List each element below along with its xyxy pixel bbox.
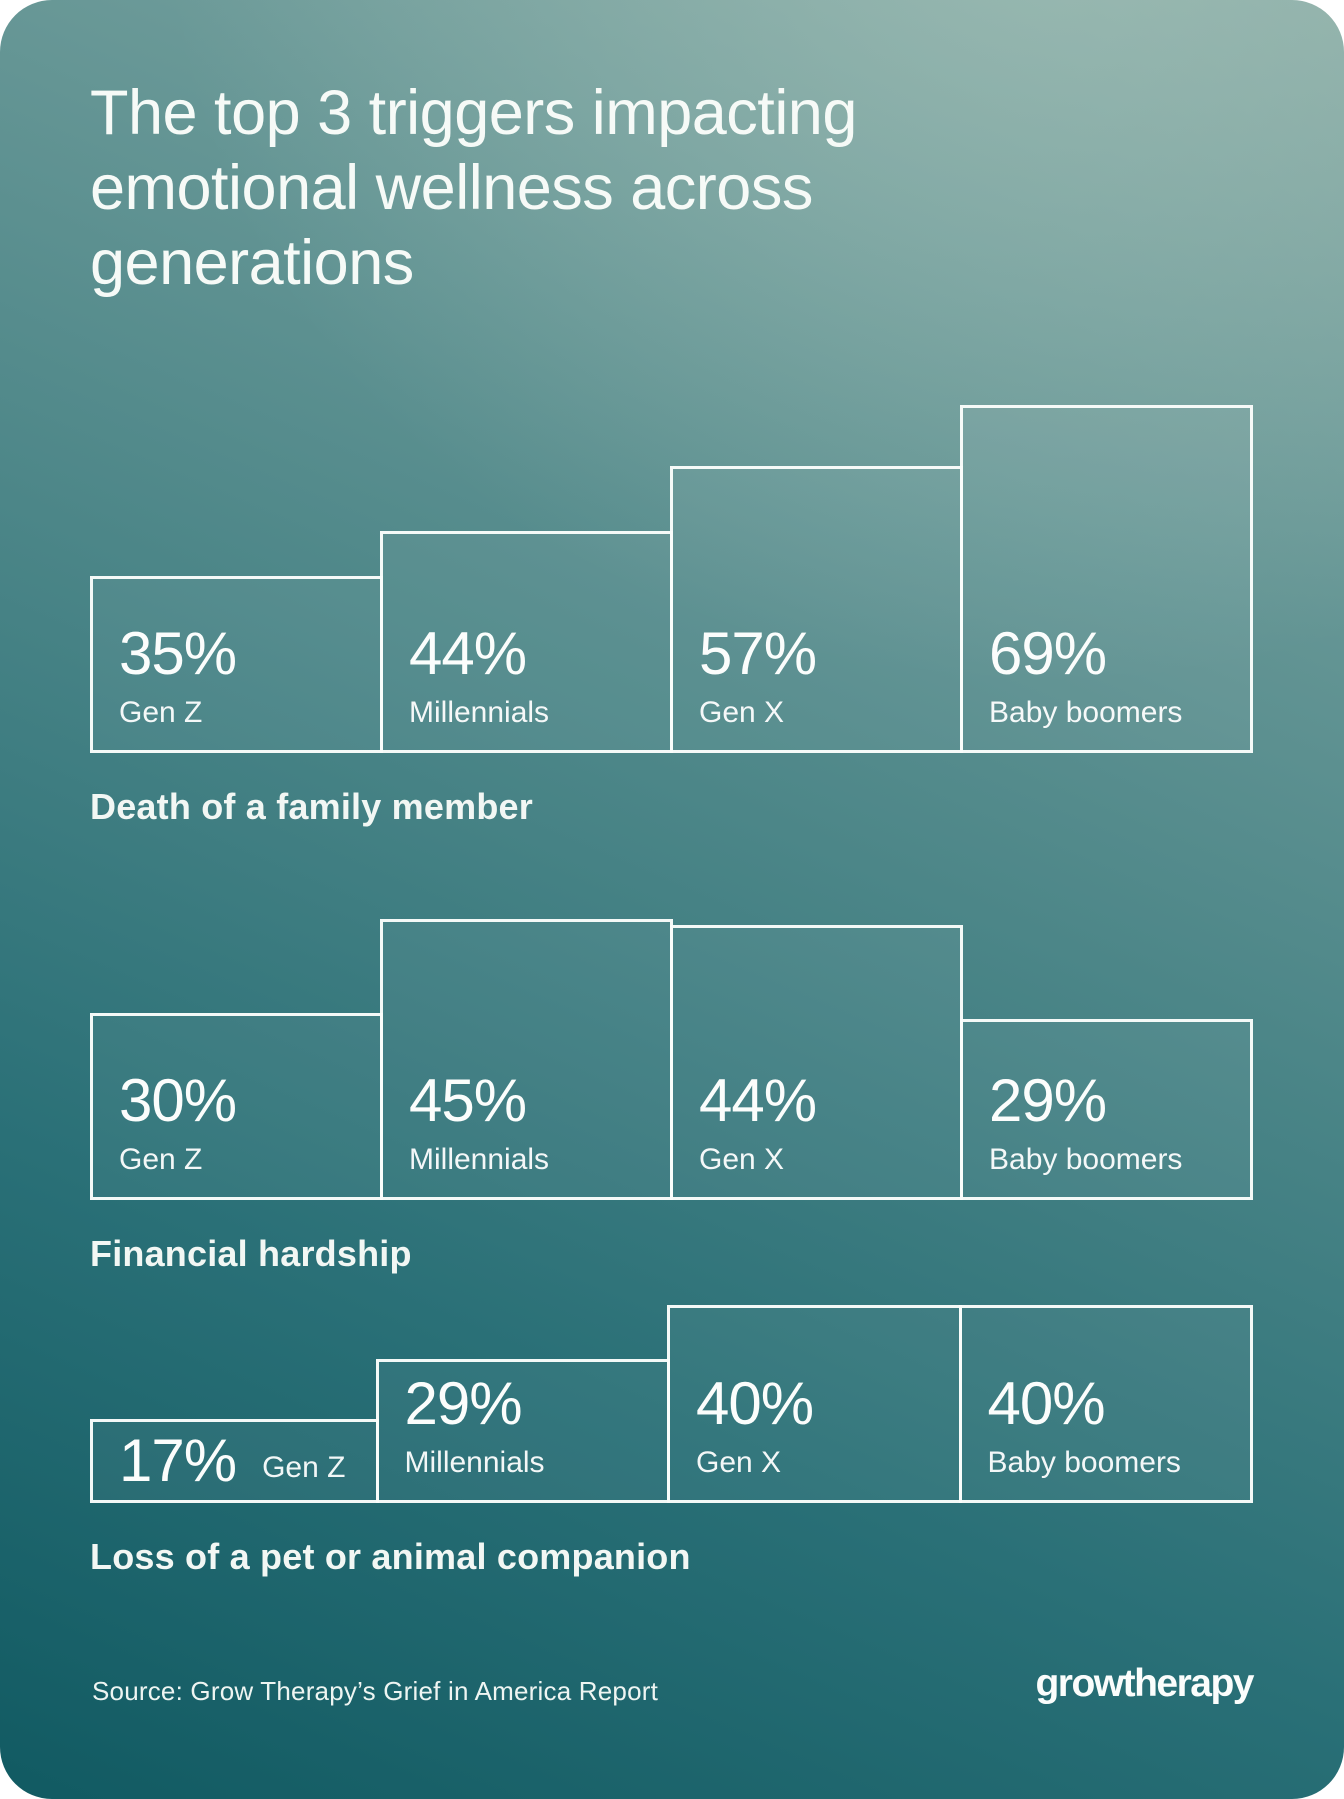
bar-baby-boomers: 40% Baby boomers bbox=[958, 1305, 1253, 1503]
bar-value-label: 44% bbox=[699, 1067, 817, 1135]
bar-category-label: Millennials bbox=[409, 1143, 550, 1176]
bar-category-label: Gen X bbox=[699, 696, 785, 729]
bar-gen-z: 35% Gen Z bbox=[90, 576, 383, 753]
bar-millennials: 29% Millennials bbox=[375, 1359, 670, 1503]
bar-category-label: Millennials bbox=[409, 696, 550, 729]
bar-group: 35% Gen Z 44% Millennials 57% Gen X 69% Baby bo… bbox=[90, 405, 1253, 753]
bar-value-label: 40% bbox=[987, 1370, 1106, 1438]
bar-value-label: 35% bbox=[119, 620, 237, 688]
bar-category-label: Gen X bbox=[699, 1143, 785, 1176]
bar-value-label: 40% bbox=[696, 1370, 814, 1438]
chart-caption: Loss of a pet or animal companion bbox=[90, 1536, 691, 1577]
chart-caption: Death of a family member bbox=[90, 786, 533, 827]
bar-category-label: Gen Z bbox=[119, 696, 203, 729]
bar-gen-x: 40% Gen X bbox=[667, 1305, 962, 1503]
bar-baby-boomers: 29% Baby boomers bbox=[960, 1019, 1253, 1200]
bar-value-label: 45% bbox=[409, 1067, 527, 1135]
bar-category-label: Baby boomers bbox=[989, 696, 1183, 729]
bar-gen-z: 30% Gen Z bbox=[90, 1013, 383, 1200]
bar-gen-z: 17% Gen Z bbox=[90, 1419, 379, 1503]
chart-caption: Financial hardship bbox=[90, 1233, 412, 1274]
chart-loss-of-a-pet-or-animal-companion: 17% Gen Z 29% Millennials 40% Gen X 40% Baby bo… bbox=[90, 1305, 1253, 1577]
bar-category-label: Baby boomers bbox=[989, 1143, 1183, 1176]
page-title: The top 3 triggers impacting emotional w… bbox=[90, 78, 857, 298]
bar-category-label: Gen X bbox=[696, 1446, 782, 1479]
bar-millennials: 45% Millennials bbox=[380, 919, 673, 1200]
chart-financial-hardship: 30% Gen Z 45% Millennials 44% Gen X 29% Baby bo… bbox=[90, 919, 1253, 1274]
bar-value-label: 57% bbox=[699, 620, 817, 688]
bar-category-label: Baby boomers bbox=[987, 1446, 1181, 1479]
source-text: Source: Grow Therapy’s Grief in America … bbox=[92, 1676, 659, 1706]
bar-category-label: Gen Z bbox=[119, 1143, 203, 1176]
bar-millennials: 44% Millennials bbox=[380, 531, 673, 753]
bar-category-label: Millennials bbox=[404, 1446, 545, 1479]
bar-group: 17% Gen Z 29% Millennials 40% Gen X 40% Baby bo… bbox=[90, 1305, 1253, 1503]
bar-group: 30% Gen Z 45% Millennials 44% Gen X 29% Baby bo… bbox=[90, 919, 1253, 1200]
bar-category-label: Gen Z bbox=[262, 1451, 346, 1484]
bar-value-label: 29% bbox=[989, 1067, 1107, 1135]
chart-death-of-a-family-member: 35% Gen Z 44% Millennials 57% Gen X 69% Baby bo… bbox=[90, 405, 1253, 827]
bar-value-label: 69% bbox=[989, 620, 1107, 688]
bar-value-label: 29% bbox=[404, 1370, 523, 1438]
bar-gen-x: 57% Gen X bbox=[670, 466, 963, 753]
bar-value-label: 44% bbox=[409, 620, 527, 688]
bar-value-label: 17% bbox=[119, 1426, 237, 1494]
bar-value-label: 30% bbox=[119, 1067, 237, 1135]
growtherapy-logo: growtherapy bbox=[1035, 1662, 1254, 1705]
bar-baby-boomers: 69% Baby boomers bbox=[960, 405, 1253, 753]
bar-gen-x: 44% Gen X bbox=[670, 925, 963, 1200]
